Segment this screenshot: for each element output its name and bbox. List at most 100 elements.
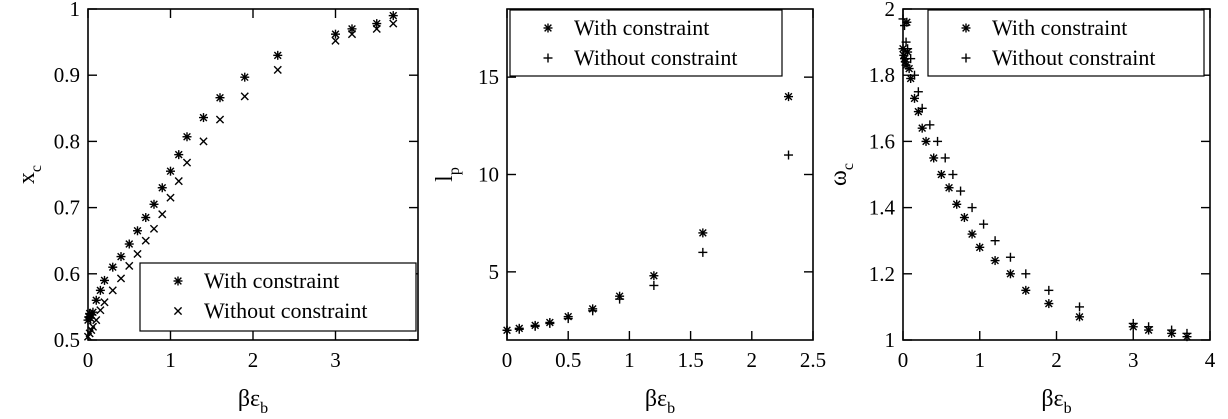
data-point — [1044, 299, 1054, 309]
data-point — [784, 150, 794, 160]
marker-stroke — [1021, 286, 1030, 295]
data-point — [952, 199, 962, 209]
marker-stroke — [389, 19, 398, 28]
marker-stroke — [108, 263, 117, 272]
series-1 — [83, 11, 398, 325]
y-tick-label: 1.2 — [869, 262, 895, 286]
marker-stroke — [92, 316, 101, 325]
x-tick-label: 3 — [1128, 348, 1139, 372]
x-axis-title: βεb — [1041, 386, 1071, 417]
marker-stroke — [914, 107, 923, 116]
marker-stroke — [991, 256, 999, 265]
marker-stroke — [937, 170, 946, 179]
data-point — [903, 44, 913, 54]
data-point — [100, 275, 109, 285]
marker-stroke — [215, 115, 225, 124]
data-point — [116, 252, 126, 262]
legend-label: With constraint — [204, 268, 339, 293]
y-tick-label: 10 — [478, 163, 499, 187]
marker-stroke — [149, 224, 159, 233]
data-point — [900, 21, 910, 31]
data-point — [88, 307, 98, 317]
data-point — [967, 229, 977, 239]
legend-label: Without constraint — [574, 45, 737, 70]
data-point — [182, 132, 192, 142]
marker-stroke — [952, 200, 961, 209]
marker-stroke — [331, 36, 340, 45]
legend-box — [509, 9, 783, 77]
data-point — [649, 280, 659, 290]
x-tick-label: 0 — [83, 348, 94, 372]
data-point — [910, 93, 920, 103]
data-point — [929, 153, 939, 163]
marker-stroke — [899, 44, 907, 53]
x-tick-label: 0 — [898, 348, 909, 372]
data-point — [240, 92, 249, 101]
y-tick-label: 1 — [885, 328, 896, 352]
data-point — [240, 72, 250, 82]
data-point — [92, 316, 101, 325]
legend-label: Without constraint — [204, 298, 367, 323]
data-point — [331, 29, 340, 39]
data-point — [563, 314, 573, 324]
legend-entry: Without constraint — [173, 298, 367, 323]
marker-stroke — [216, 93, 224, 102]
data-point — [199, 113, 208, 123]
y-axis-title: lp — [432, 167, 463, 182]
data-point — [904, 64, 914, 74]
marker-stroke — [698, 229, 707, 237]
marker-stroke — [650, 271, 658, 280]
data-point — [1075, 302, 1085, 312]
data-point — [948, 170, 958, 179]
legend: With constraint Without constraint — [927, 9, 1205, 77]
data-point — [215, 93, 225, 103]
data-point — [940, 153, 950, 163]
data-point — [116, 274, 126, 283]
marker-stroke — [347, 30, 357, 39]
marker-stroke — [929, 154, 938, 162]
marker-stroke — [1075, 312, 1084, 321]
marker-stroke — [968, 230, 976, 238]
marker-stroke — [96, 286, 105, 295]
marker-stroke — [133, 226, 142, 235]
data-point — [975, 242, 985, 252]
marker-stroke — [975, 243, 984, 252]
data-point — [331, 36, 340, 45]
marker-stroke — [544, 24, 552, 32]
data-point — [925, 120, 935, 130]
marker-stroke — [89, 308, 97, 317]
data-point — [917, 103, 927, 113]
x-axis-title: βεb — [645, 386, 675, 417]
data-point — [514, 324, 524, 334]
marker-stroke — [331, 30, 340, 39]
marker-stroke — [372, 24, 381, 33]
data-point — [933, 136, 943, 146]
marker-stroke — [183, 132, 191, 141]
data-point — [1021, 285, 1031, 295]
data-point — [967, 203, 977, 213]
marker-stroke — [199, 113, 208, 122]
y-tick-label: 1.4 — [869, 196, 896, 220]
marker-stroke — [905, 64, 914, 73]
data-point — [502, 325, 512, 335]
data-point — [921, 136, 931, 146]
y-tick-label: 2 — [885, 0, 896, 21]
data-point — [698, 247, 708, 257]
legend: With constraint Without constraint — [139, 262, 417, 332]
data-point — [372, 19, 382, 29]
legend-entry: With constraint — [173, 268, 339, 293]
data-point — [199, 137, 208, 146]
legend-label: With constraint — [574, 15, 709, 40]
marker-stroke — [945, 183, 953, 192]
y-tick-label: 0.9 — [54, 63, 80, 87]
data-point — [979, 219, 989, 229]
legend-box — [927, 9, 1205, 77]
series-2 — [502, 150, 794, 335]
data-point — [898, 14, 908, 24]
marker-stroke — [1006, 269, 1015, 278]
data-point — [88, 322, 98, 331]
data-point — [944, 183, 954, 193]
